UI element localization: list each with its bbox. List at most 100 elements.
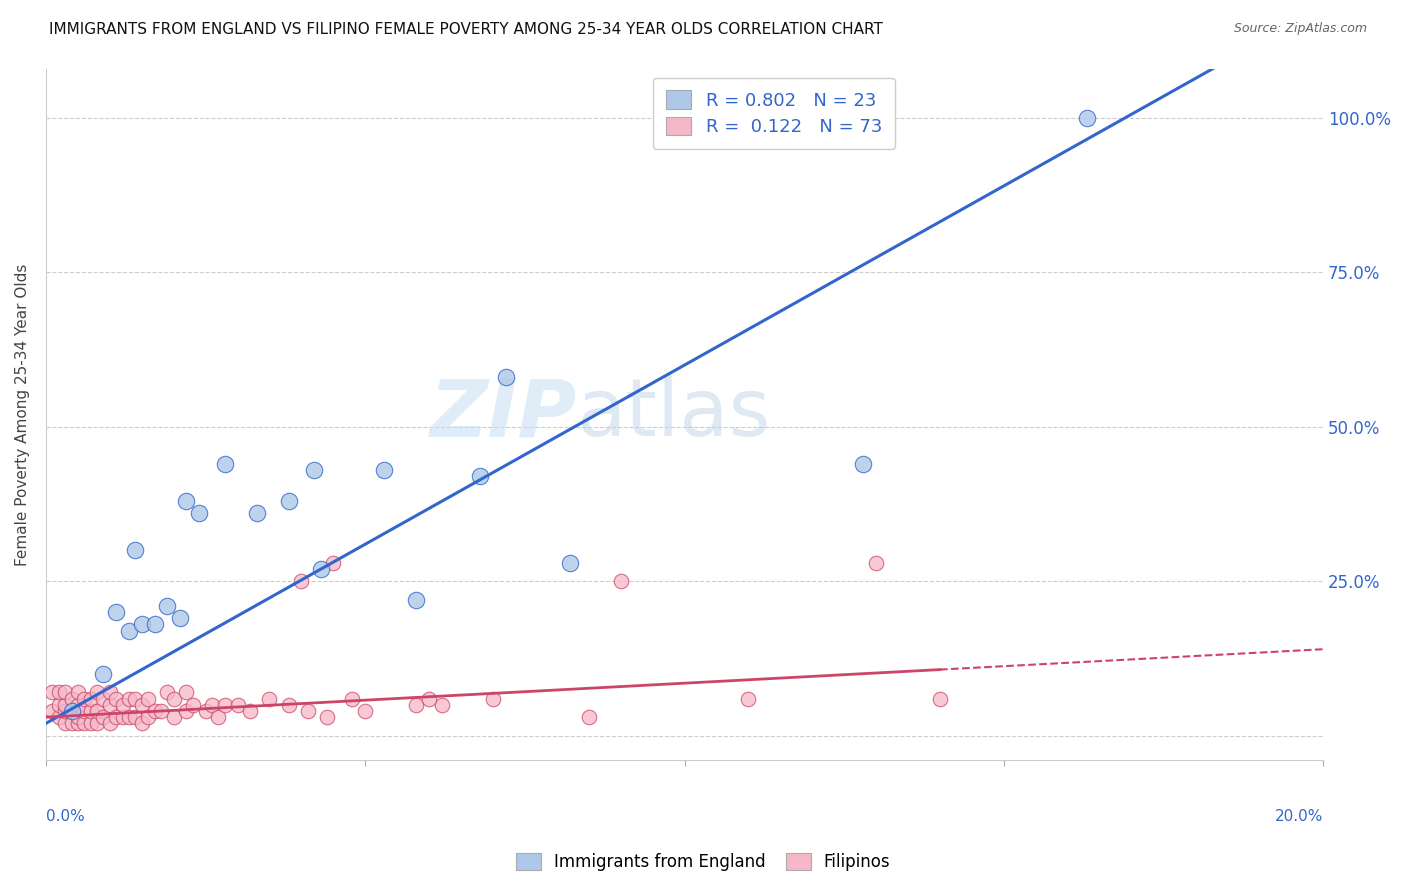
Point	[111, 698, 134, 712]
Point	[309, 562, 332, 576]
Point	[86, 716, 108, 731]
Point	[259, 691, 281, 706]
Point	[405, 698, 427, 712]
Legend: R = 0.802   N = 23, R =  0.122   N = 73: R = 0.802 N = 23, R = 0.122 N = 73	[654, 78, 894, 149]
Text: Source: ZipAtlas.com: Source: ZipAtlas.com	[1233, 22, 1367, 36]
Point	[118, 691, 141, 706]
Point	[163, 710, 186, 724]
Point	[214, 698, 236, 712]
Point	[143, 704, 166, 718]
Point	[93, 691, 115, 706]
Point	[929, 691, 952, 706]
Point	[73, 704, 96, 718]
Point	[176, 704, 198, 718]
Text: 0.0%: 0.0%	[46, 809, 84, 824]
Point	[163, 691, 186, 706]
Point	[79, 691, 101, 706]
Point	[118, 624, 141, 638]
Point	[246, 506, 269, 520]
Point	[131, 716, 153, 731]
Point	[73, 716, 96, 731]
Point	[226, 698, 249, 712]
Point	[316, 710, 339, 724]
Point	[48, 698, 70, 712]
Point	[53, 704, 76, 718]
Text: IMMIGRANTS FROM ENGLAND VS FILIPINO FEMALE POVERTY AMONG 25-34 YEAR OLDS CORRELA: IMMIGRANTS FROM ENGLAND VS FILIPINO FEMA…	[49, 22, 883, 37]
Point	[156, 685, 179, 699]
Point	[93, 667, 115, 681]
Point	[297, 704, 319, 718]
Point	[194, 704, 217, 718]
Point	[53, 716, 76, 731]
Point	[53, 698, 76, 712]
Point	[53, 685, 76, 699]
Point	[239, 704, 262, 718]
Point	[131, 698, 153, 712]
Point	[609, 574, 631, 589]
Point	[60, 704, 83, 718]
Point	[143, 617, 166, 632]
Point	[302, 463, 325, 477]
Point	[66, 710, 89, 724]
Point	[111, 710, 134, 724]
Point	[373, 463, 395, 477]
Point	[124, 710, 146, 724]
Point	[60, 691, 83, 706]
Point	[124, 691, 146, 706]
Point	[124, 543, 146, 558]
Point	[418, 691, 440, 706]
Point	[86, 685, 108, 699]
Point	[176, 685, 198, 699]
Point	[354, 704, 377, 718]
Point	[48, 685, 70, 699]
Point	[79, 716, 101, 731]
Point	[188, 506, 211, 520]
Point	[737, 691, 759, 706]
Point	[290, 574, 312, 589]
Point	[277, 698, 299, 712]
Point	[214, 457, 236, 471]
Point	[207, 710, 229, 724]
Text: ZIP: ZIP	[429, 376, 576, 453]
Point	[277, 494, 299, 508]
Point	[93, 710, 115, 724]
Point	[342, 691, 364, 706]
Point	[60, 704, 83, 718]
Point	[181, 698, 204, 712]
Point	[118, 710, 141, 724]
Point	[169, 611, 191, 625]
Point	[79, 704, 101, 718]
Point	[865, 556, 887, 570]
Point	[495, 370, 517, 384]
Text: atlas: atlas	[576, 376, 770, 453]
Point	[105, 605, 128, 619]
Point	[136, 710, 159, 724]
Point	[41, 685, 63, 699]
Point	[322, 556, 344, 570]
Legend: Immigrants from England, Filipinos: Immigrants from England, Filipinos	[508, 845, 898, 880]
Point	[48, 710, 70, 724]
Point	[66, 698, 89, 712]
Point	[176, 494, 198, 508]
Point	[98, 698, 121, 712]
Point	[558, 556, 581, 570]
Point	[149, 704, 172, 718]
Point	[578, 710, 600, 724]
Y-axis label: Female Poverty Among 25-34 Year Olds: Female Poverty Among 25-34 Year Olds	[15, 263, 30, 566]
Point	[105, 710, 128, 724]
Point	[41, 704, 63, 718]
Point	[1076, 111, 1098, 125]
Point	[60, 716, 83, 731]
Text: 20.0%: 20.0%	[1275, 809, 1323, 824]
Point	[105, 691, 128, 706]
Point	[73, 691, 96, 706]
Point	[86, 704, 108, 718]
Point	[131, 617, 153, 632]
Point	[470, 469, 492, 483]
Point	[852, 457, 875, 471]
Point	[98, 685, 121, 699]
Point	[136, 691, 159, 706]
Point	[156, 599, 179, 613]
Point	[201, 698, 224, 712]
Point	[430, 698, 453, 712]
